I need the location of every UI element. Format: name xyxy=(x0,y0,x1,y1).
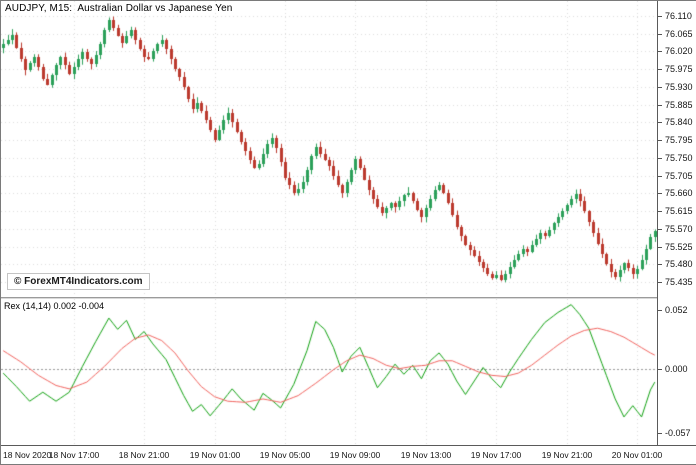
time-tick-label: 19 Nov 13:00 xyxy=(400,450,452,460)
indicator-tick-label: 0.000 xyxy=(665,364,688,374)
axis-tick-mark xyxy=(658,211,662,212)
price-tick-label: 76.020 xyxy=(665,46,693,56)
axis-tick-mark xyxy=(658,69,662,70)
price-tick-label: 75.840 xyxy=(665,117,693,127)
axis-tick-mark xyxy=(658,193,662,194)
indicator-tick-label: 0.052 xyxy=(665,305,688,315)
rex-indicator-panel: Rex (14,14) 0.002 -0.004 xyxy=(1,299,657,445)
time-tick-label: 19 Nov 17:00 xyxy=(470,450,522,460)
time-tick-label: 19 Nov 05:00 xyxy=(259,450,311,460)
price-panel: AUDJPY, M15: Australian Dollar vs Japane… xyxy=(1,1,657,297)
price-tick-label: 75.660 xyxy=(665,188,693,198)
axis-tick-mark xyxy=(658,369,662,370)
time-tick-label: 18 Nov 17:00 xyxy=(48,450,100,460)
price-tick-label: 75.525 xyxy=(665,242,693,252)
price-tick-label: 75.750 xyxy=(665,153,693,163)
price-tick-label: 75.795 xyxy=(665,135,693,145)
price-tick-label: 76.065 xyxy=(665,29,693,39)
price-tick-label: 75.615 xyxy=(665,206,693,216)
price-tick-label: 75.975 xyxy=(665,64,693,74)
rex-indicator-canvas[interactable] xyxy=(1,299,657,445)
axis-tick-mark xyxy=(658,247,662,248)
candlestick-chart-canvas[interactable] xyxy=(1,1,657,297)
time-tick-label: 18 Nov 2020 xyxy=(3,450,52,460)
axis-tick-mark xyxy=(658,87,662,88)
price-tick-label: 75.705 xyxy=(665,171,693,181)
chart-symbol-title: AUDJPY, M15: Australian Dollar vs Japane… xyxy=(5,3,233,14)
axis-tick-mark xyxy=(658,176,662,177)
indicator-name-label: Rex (14,14) 0.002 -0.004 xyxy=(4,301,105,311)
time-tick-label: 20 Nov 01:00 xyxy=(611,450,663,460)
axis-tick-mark xyxy=(658,264,662,265)
time-tick-label: 19 Nov 09:00 xyxy=(329,450,381,460)
price-tick-label: 75.885 xyxy=(665,100,693,110)
axis-tick-mark xyxy=(658,105,662,106)
axis-tick-mark xyxy=(658,140,662,141)
axis-tick-mark xyxy=(658,229,662,230)
axis-tick-mark xyxy=(658,16,662,17)
axis-tick-mark xyxy=(658,122,662,123)
axis-tick-mark xyxy=(658,51,662,52)
price-tick-label: 76.110 xyxy=(665,11,692,21)
time-tick-label: 19 Nov 21:00 xyxy=(541,450,593,460)
axis-tick-mark xyxy=(658,158,662,159)
price-tick-label: 75.570 xyxy=(665,224,693,234)
price-tick-label: 75.435 xyxy=(665,277,693,287)
time-axis[interactable]: 18 Nov 2020 18 Nov 17:00 18 Nov 21:00 19 No… xyxy=(1,445,696,464)
window-splitter[interactable] xyxy=(1,297,696,299)
watermark-badge: © ForexMT4Indicators.com xyxy=(7,273,150,290)
price-tick-label: 75.930 xyxy=(665,82,693,92)
indicator-tick-label: -0.057 xyxy=(665,428,691,438)
time-tick-label: 18 Nov 21:00 xyxy=(118,450,170,460)
axis-tick-mark xyxy=(658,282,662,283)
price-tick-label: 75.480 xyxy=(665,259,693,269)
time-tick-label: 19 Nov 01:00 xyxy=(189,450,241,460)
axis-tick-mark xyxy=(658,34,662,35)
axis-tick-mark xyxy=(658,310,662,311)
axis-tick-mark xyxy=(658,433,662,434)
price-axis[interactable]: 76.110 76.065 76.020 75.975 75.930 75.885 75.8… xyxy=(657,1,696,445)
